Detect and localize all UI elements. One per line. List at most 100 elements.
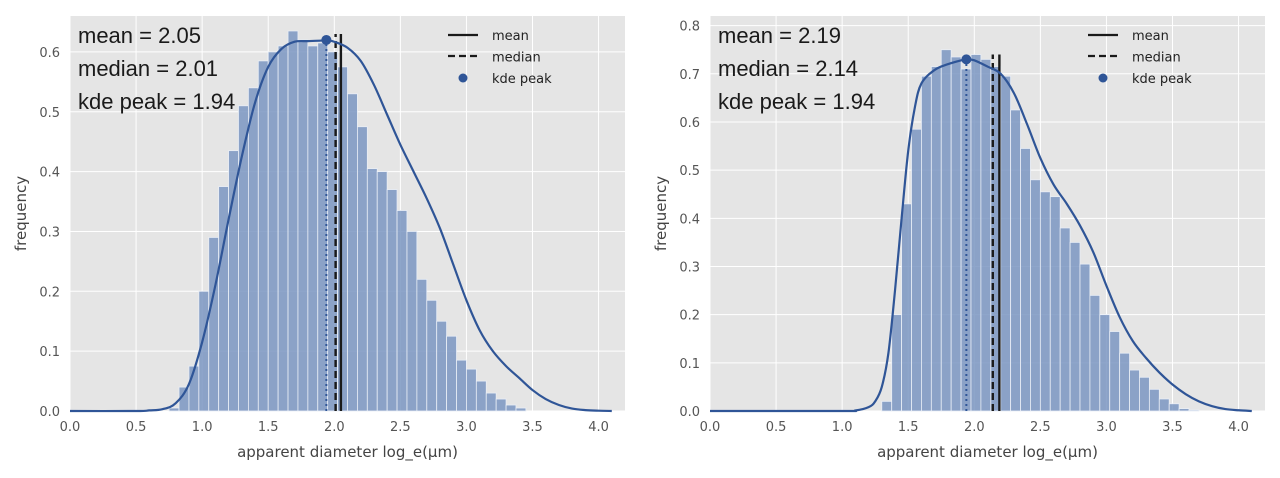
- legend-kde-peak-swatch: [1098, 73, 1108, 83]
- histogram-bar: [1168, 403, 1180, 412]
- stats-annotation: median = 2.14: [718, 56, 858, 81]
- histogram-bar: [495, 398, 507, 412]
- stats-annotation: mean = 2.05: [78, 23, 201, 48]
- histogram-bar: [1079, 263, 1091, 412]
- x-tick-label: 4.0: [588, 420, 609, 435]
- histogram-bar: [1158, 398, 1170, 412]
- x-tick-label: 0.0: [700, 420, 721, 435]
- y-tick-label: 0.5: [39, 106, 60, 121]
- histogram-bar: [297, 39, 309, 412]
- x-tick-label: 3.5: [1162, 420, 1183, 435]
- histogram-bar: [1010, 109, 1021, 412]
- histogram-bar: [416, 278, 428, 412]
- histogram-bar: [881, 400, 893, 412]
- y-tick-label: 0.3: [679, 260, 700, 275]
- kde-curve: [69, 38, 612, 413]
- legend-kde-peak-swatch: [458, 73, 468, 83]
- histogram-bar: [1089, 294, 1101, 412]
- y-tick-label: 0.2: [679, 309, 700, 324]
- histogram-bar: [287, 30, 299, 412]
- histogram-bar: [980, 58, 992, 412]
- histogram-bar: [1148, 388, 1160, 412]
- y-tick-label: 0.2: [39, 285, 60, 300]
- y-tick-label: 0.6: [39, 46, 60, 61]
- histogram-bar: [466, 368, 477, 412]
- histogram-bar: [357, 126, 368, 412]
- y-tick-label: 0.6: [679, 116, 700, 131]
- histogram-bar: [456, 359, 467, 412]
- legend-entry: median: [492, 51, 541, 66]
- legend: mean median kde peak: [448, 29, 552, 87]
- histogram-bar: [1119, 352, 1130, 412]
- histogram-bar: [1039, 191, 1051, 412]
- histogram-bar: [940, 49, 952, 412]
- histogram-bar: [1020, 148, 1031, 412]
- legend-entry: median: [1132, 51, 1181, 66]
- histogram-bar: [1069, 242, 1081, 412]
- legend: mean median kde peak: [1088, 29, 1192, 87]
- x-tick-label: 2.5: [1030, 420, 1051, 435]
- x-tick-label: 3.0: [1096, 420, 1117, 435]
- x-tick-label: 0.0: [60, 420, 81, 435]
- stats-annotation: kde peak = 1.94: [78, 89, 235, 114]
- stats-annotation: median = 2.01: [78, 56, 218, 81]
- histogram-bar: [950, 56, 962, 412]
- histogram-bar: [168, 407, 180, 412]
- histogram-bar: [436, 320, 448, 412]
- histogram-bar: [307, 45, 319, 412]
- x-tick-label: 1.0: [192, 420, 213, 435]
- x-axis-label: apparent diameter log_e(μm): [877, 443, 1098, 462]
- histogram-bar: [247, 87, 259, 412]
- chart-panel-2: 0.0 0.5 1.0 1.5 2.0 2.5 3.0 3.5 4.0 0.0 0.1 0.2 0.3 0…: [652, 16, 1265, 462]
- histogram-bar: [366, 168, 378, 412]
- histogram-bar: [901, 203, 912, 412]
- histogram-bar: [515, 407, 527, 412]
- y-tick-label: 0.3: [39, 225, 60, 240]
- y-tick-label: 0.0: [679, 405, 700, 420]
- histogram-bar: [426, 299, 438, 412]
- histogram-bar: [386, 189, 398, 412]
- x-tick-label: 4.0: [1228, 420, 1249, 435]
- histogram-bar: [257, 60, 269, 412]
- histogram-bar: [218, 186, 229, 412]
- y-tick-label: 0.1: [39, 345, 60, 360]
- x-tick-label: 3.0: [456, 420, 477, 435]
- y-axis-label: frequency: [12, 176, 30, 251]
- x-tick-label: 1.5: [258, 420, 279, 435]
- histogram-bar: [406, 231, 418, 412]
- histogram-bar: [1099, 314, 1111, 412]
- x-tick-label: 2.0: [324, 420, 345, 435]
- histogram-bar: [921, 75, 932, 412]
- histogram-bar: [911, 128, 922, 412]
- y-tick-label: 0.7: [679, 68, 700, 83]
- kde-curve: [709, 58, 1252, 413]
- stats-annotation: kde peak = 1.94: [718, 89, 875, 114]
- histogram-bar: [347, 93, 358, 412]
- x-tick-label: 2.5: [390, 420, 411, 435]
- histogram-bar: [267, 51, 279, 412]
- y-tick-label: 0.4: [39, 166, 60, 181]
- histogram-bar: [277, 45, 289, 412]
- histogram-bar: [1109, 331, 1121, 412]
- x-tick-label: 2.0: [964, 420, 985, 435]
- legend-entry: kde peak: [492, 72, 552, 87]
- histogram-bar: [970, 54, 982, 412]
- y-tick-label: 0.1: [679, 357, 700, 372]
- y-tick-label: 0.5: [679, 164, 700, 179]
- legend-entry: mean: [1132, 29, 1169, 44]
- stats-annotation: mean = 2.19: [718, 23, 841, 48]
- histogram-bar: [475, 380, 487, 412]
- y-tick-label: 0.0: [39, 405, 60, 420]
- histogram-bar: [337, 66, 348, 412]
- histogram-bar: [1030, 179, 1041, 412]
- histogram-bar: [891, 314, 903, 412]
- histogram-bar: [1049, 196, 1061, 412]
- histogram-bar: [930, 66, 942, 412]
- x-tick-label: 1.5: [898, 420, 919, 435]
- x-tick-label: 0.5: [766, 420, 787, 435]
- y-axis-label: frequency: [652, 176, 670, 251]
- y-tick-label: 0.4: [679, 212, 700, 227]
- histogram-bar: [505, 404, 517, 412]
- histogram-bar: [485, 392, 497, 412]
